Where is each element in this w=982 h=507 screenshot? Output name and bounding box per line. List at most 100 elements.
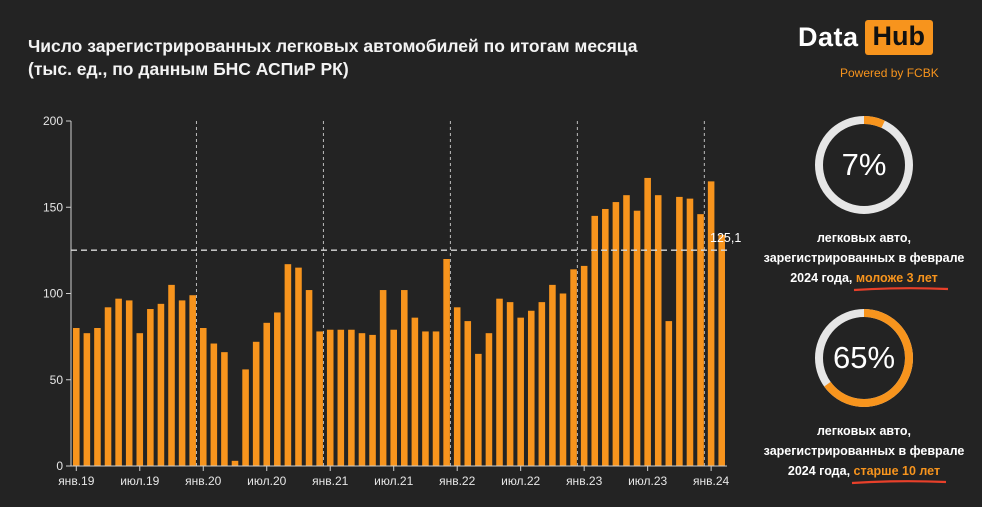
average-label: 125,1 [710,231,741,245]
bar [115,298,122,466]
x-tick-label: июл.22 [501,474,540,488]
bar [411,317,419,466]
x-tick-label: янв.21 [312,474,349,488]
stat-old: 65% легковых авто, зарегистрированных в … [754,305,974,485]
datahub-logo: Data Hub [798,17,934,57]
bar [242,369,249,466]
bar [464,321,472,466]
donut-young: 7% [811,112,917,218]
bar [125,300,133,466]
bar [432,331,440,466]
bar [485,333,493,466]
logo-data-text: Data [798,21,859,52]
caption-line: легковых авто, [817,231,911,245]
caption-line: 2024 года, старше 10 лет [754,461,974,485]
bar [602,208,609,466]
bar [348,329,355,466]
highlight-old: старше 10 лет [851,461,946,485]
bar [718,234,725,466]
bar [263,322,271,466]
bar [147,309,154,466]
bar [475,353,482,466]
x-tick-label: янв.23 [566,474,603,488]
donut-old: 65% [811,305,917,411]
title-line-2: (тыс. ед., по данным БНС АСПиР РК) [28,59,349,79]
bar [676,196,683,466]
caption-line: зарегистрированных в феврале [763,251,965,265]
bar [527,310,535,466]
highlight-old-text: старше 10 лет [853,464,941,478]
bar [168,284,175,466]
bar [422,331,429,466]
bar [697,214,704,466]
highlight-young-text: моложе 3 лет [855,271,938,285]
y-tick-label: 50 [50,373,64,387]
x-tick-label: июл.19 [120,474,159,488]
x-tick-label: июл.23 [628,474,667,488]
bar [284,264,292,466]
y-tick-label: 0 [56,459,63,473]
stat-young: 7% легковых авто, зарегистрированных в ф… [754,112,974,292]
highlight-young: моложе 3 лет [853,268,948,292]
bar [305,290,313,466]
bar [707,181,715,466]
bar [665,321,673,466]
bar [443,259,450,466]
bar [369,334,376,466]
bar [591,215,599,466]
y-tick-label: 150 [43,200,63,214]
bar [104,307,112,466]
x-tick-label: янв.24 [693,474,730,488]
chart-title: Число зарегистрированных легковых автомо… [28,35,638,81]
powered-by: Powered by FCBK [840,66,939,80]
stat-old-value: 65% [832,340,896,375]
bar [390,329,397,466]
bar [401,290,408,466]
bar [274,312,281,466]
bar [496,298,503,466]
bar [252,341,260,466]
bar [379,290,387,466]
bar [231,460,239,466]
caption-prefix: 2024 года, [787,464,854,478]
bar [178,300,186,466]
stat-young-value: 7% [841,147,887,182]
caption-line: легковых авто, [817,424,911,438]
underline-old [851,480,946,485]
bar [337,329,345,466]
bar [559,293,567,466]
bar [517,317,524,466]
bar [94,328,101,466]
bar [549,284,556,466]
bar [73,328,80,466]
y-tick-label: 200 [43,114,63,128]
bar [210,343,218,466]
bar [623,195,630,467]
caption-line: 2024 года, моложе 3 лет [754,268,974,292]
caption-prefix: 2024 года, [790,271,856,285]
x-tick-label: янв.19 [58,474,95,488]
bar [654,195,662,467]
x-tick-label: янв.20 [185,474,222,488]
bar [358,333,366,466]
bar [221,352,228,466]
stat-young-caption: легковых авто, зарегистрированных в февр… [754,228,974,292]
y-tick-label: 100 [43,287,63,301]
donut-young-arc [815,116,913,214]
bar [83,333,91,466]
bar [633,210,641,466]
donut-old-svg [815,309,913,407]
bar [326,329,334,466]
caption-line: зарегистрированных в феврале [763,444,965,458]
underline-young [853,287,948,292]
x-tick-label: июл.20 [247,474,286,488]
bar [453,307,461,466]
bar [686,198,694,466]
bar [199,328,207,466]
bar [316,331,323,466]
logo-hub-text: Hub [864,19,934,55]
donut-old-arc [815,309,913,407]
bar [570,269,577,466]
bar [612,202,620,466]
title-line-1: Число зарегистрированных легковых автомо… [28,36,638,56]
